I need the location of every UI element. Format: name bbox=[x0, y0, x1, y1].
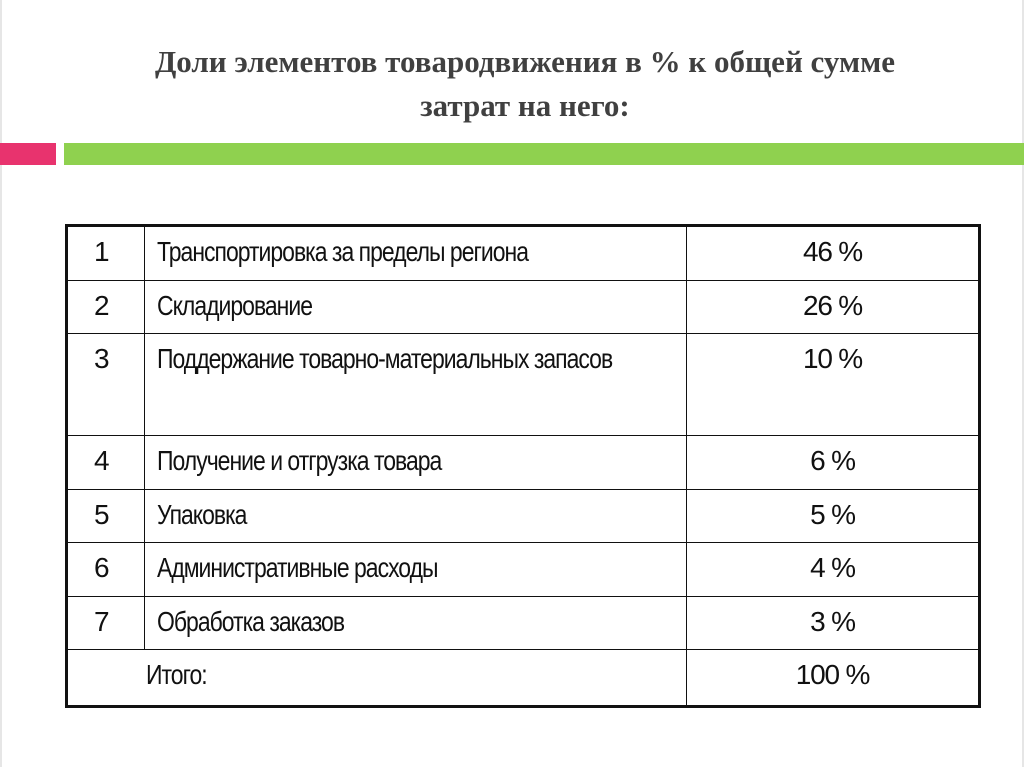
cost-share-table: 1 Транспортировка за пределы региона 46 … bbox=[65, 224, 981, 708]
row-name: Транспортировка за пределы региона bbox=[144, 226, 687, 281]
table-row: 5 Упаковка 5 % bbox=[67, 488, 979, 544]
total-label: Итого: bbox=[67, 649, 687, 706]
left-border-line bbox=[0, 0, 2, 767]
table-row: 4 Получение и отгрузка товара 6 % bbox=[67, 435, 979, 490]
table-row: 1 Транспортировка за пределы региона 46 … bbox=[67, 226, 979, 281]
row-number: 4 bbox=[67, 435, 145, 490]
row-name: Складирование bbox=[144, 279, 687, 335]
row-number: 6 bbox=[67, 542, 145, 597]
row-name: Административные расходы bbox=[144, 542, 687, 597]
row-name: Упаковка bbox=[144, 488, 687, 544]
row-percent: 26 % bbox=[686, 279, 979, 335]
row-number: 5 bbox=[67, 488, 145, 544]
total-percent: 100 % bbox=[686, 649, 979, 706]
slide-title: Доли элементов товародвижения в % к обще… bbox=[60, 40, 990, 128]
green-accent-bar bbox=[64, 143, 1024, 165]
title-line-2: затрат на него: bbox=[420, 88, 630, 123]
pink-accent-bar bbox=[0, 143, 56, 165]
table-row: 6 Административные расходы 4 % bbox=[67, 542, 979, 597]
data-table: 1 Транспортировка за пределы региона 46 … bbox=[67, 226, 979, 706]
row-number: 1 bbox=[67, 226, 145, 281]
row-percent: 10 % bbox=[686, 333, 979, 437]
row-number: 7 bbox=[67, 595, 145, 651]
row-percent: 5 % bbox=[686, 488, 979, 544]
row-name: Обработка заказов bbox=[144, 595, 687, 651]
row-percent: 4 % bbox=[686, 542, 979, 597]
right-border-line bbox=[1022, 0, 1024, 767]
row-percent: 6 % bbox=[686, 435, 979, 490]
table-row: 2 Складирование 26 % bbox=[67, 279, 979, 335]
row-percent: 46 % bbox=[686, 226, 979, 281]
row-number: 2 bbox=[67, 279, 145, 335]
total-row: Итого: 100 % bbox=[67, 649, 979, 706]
row-name: Поддержание товарно-материальных запасов bbox=[144, 333, 687, 437]
title-line-1: Доли элементов товародвижения в % к обще… bbox=[154, 44, 895, 79]
row-percent: 3 % bbox=[686, 595, 979, 651]
table-row: 7 Обработка заказов 3 % bbox=[67, 595, 979, 651]
row-number: 3 bbox=[67, 333, 145, 437]
table-row: 3 Поддержание товарно-материальных запас… bbox=[67, 333, 979, 437]
row-name: Получение и отгрузка товара bbox=[144, 435, 687, 490]
